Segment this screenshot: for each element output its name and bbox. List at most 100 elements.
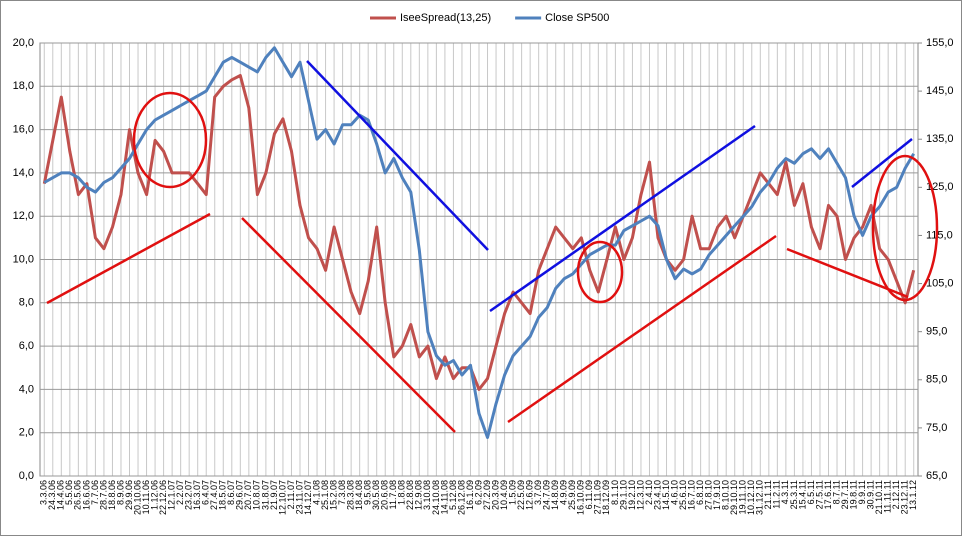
y-tick-label: 0,0 xyxy=(19,470,34,482)
x-tick-label: 8.9.06 xyxy=(115,480,125,505)
y-tick-label: 14,0 xyxy=(13,167,34,179)
x-tick-label: 26.5.06 xyxy=(73,480,83,510)
x-tick-label: 21.9.07 xyxy=(269,480,279,510)
x-tick-label: 14.4.06 xyxy=(56,480,66,510)
x-tick-label: 27.8.10 xyxy=(704,480,714,510)
y-tick-label: 12,0 xyxy=(13,210,34,222)
x-tick-label: 27.11.09 xyxy=(593,480,603,514)
x-tick-label: 29.10.10 xyxy=(729,480,739,515)
x-tick-label: 29.7.11 xyxy=(840,480,850,509)
x-tick-label: 12.9.08 xyxy=(414,480,424,510)
x-tick-label: 25.9.09 xyxy=(567,480,577,510)
x-tick-label: 1.12.06 xyxy=(149,480,159,510)
x-tick-label: 22.12.06 xyxy=(158,480,168,515)
x-tick-label: 9.5.08 xyxy=(363,480,373,505)
y2-tick-label: 75,0 xyxy=(926,422,947,434)
x-tick-label: 8.6.07 xyxy=(226,480,236,505)
x-tick-label: 18.4.08 xyxy=(354,480,364,510)
x-tick-label: 20.3.09 xyxy=(490,480,500,510)
x-tick-label: 1.8.08 xyxy=(397,480,407,505)
x-tick-label: 11.11.11 xyxy=(883,480,893,513)
trend-line xyxy=(851,138,913,188)
x-tick-label: 16.7.10 xyxy=(686,480,696,510)
x-tick-label: 29.6.07 xyxy=(235,480,245,510)
y2-tick-label: 135,0 xyxy=(926,133,954,145)
x-tick-label: 25.3.11 xyxy=(789,480,799,509)
x-tick-label: 20.6.08 xyxy=(380,480,390,510)
x-tick-label: 6.5.11 xyxy=(806,480,816,504)
x-tick-label: 24.3.06 xyxy=(47,480,57,510)
x-tick-label: 28.3.08 xyxy=(346,480,356,510)
x-tick-label: 4.3.11 xyxy=(780,480,790,504)
x-tick-label: 2.4.10 xyxy=(644,480,654,505)
y-tick-label: 2,0 xyxy=(19,427,34,439)
x-tick-label: 30.5.08 xyxy=(371,480,381,510)
x-tick-label: 24.10.08 xyxy=(431,480,441,515)
x-tick-label: 6.8.10 xyxy=(695,480,705,505)
y2-tick-label: 95,0 xyxy=(926,326,947,338)
x-tick-label: 5.12.08 xyxy=(448,480,458,510)
trend-line xyxy=(489,124,756,313)
x-tick-label: 19.11.10 xyxy=(738,480,748,514)
legend-label: IseeSpread(13,25) xyxy=(400,12,491,24)
x-tick-label: 28.7.06 xyxy=(98,480,108,510)
y2-tick-label: 105,0 xyxy=(926,277,954,289)
x-tick-label: 4.6.10 xyxy=(669,480,679,505)
x-tick-label: 13.1.12 xyxy=(908,480,918,510)
x-tick-label: 14.11.08 xyxy=(439,480,449,514)
x-tick-label: 15.4.11 xyxy=(797,480,807,509)
x-tick-label: 16.1.09 xyxy=(465,480,475,510)
x-tick-label: 3.3.06 xyxy=(39,480,49,505)
x-tick-label: 30.9.11 xyxy=(865,480,875,509)
x-tick-label: 21.10.11 xyxy=(874,480,884,514)
y-tick-label: 4,0 xyxy=(19,383,34,395)
x-tick-label: 8.7.11 xyxy=(831,480,841,504)
x-tick-label: 11.7.08 xyxy=(388,480,398,509)
annotations xyxy=(46,60,939,433)
trend-line xyxy=(306,60,489,251)
y-tick-label: 8,0 xyxy=(19,297,34,309)
x-tick-label: 27.5.11 xyxy=(814,480,824,509)
y-tick-label: 6,0 xyxy=(19,340,34,352)
x-tick-label: 6.11.09 xyxy=(584,480,594,509)
x-tick-label: 22.8.08 xyxy=(405,480,415,510)
x-tick-label: 14.12.07 xyxy=(303,480,313,515)
legend-label: Close SP500 xyxy=(545,12,609,24)
x-tick-label: 27.2.09 xyxy=(482,480,492,510)
y2-tick-label: 115,0 xyxy=(926,229,953,241)
x-tick-label: 7.3.08 xyxy=(337,480,347,505)
x-tick-label: 6.4.07 xyxy=(201,480,211,505)
x-tick-label: 24.7.09 xyxy=(542,480,552,510)
x-tick-label: 4.9.09 xyxy=(559,480,569,505)
x-tick-label: 16.10.09 xyxy=(576,480,586,515)
y-tick-label: 20,0 xyxy=(13,37,34,49)
y-tick-label: 18,0 xyxy=(13,80,34,92)
x-tick-label: 12.10.07 xyxy=(277,480,287,515)
x-tick-label: 14.5.10 xyxy=(661,480,671,510)
y2-tick-label: 85,0 xyxy=(926,374,947,386)
x-tick-label: 29.9.06 xyxy=(124,480,134,510)
x-tick-label: 18.12.09 xyxy=(601,480,611,515)
x-tick-label: 25.1.08 xyxy=(320,480,330,510)
x-tick-label: 17.6.11 xyxy=(823,480,833,509)
x-tick-label: 12.6.09 xyxy=(525,480,535,510)
trend-line xyxy=(507,234,777,424)
x-tick-label: 15.2.08 xyxy=(328,480,338,510)
trend-line xyxy=(46,212,211,305)
x-tick-label: 21.1.11 xyxy=(763,480,773,509)
x-tick-label: 18.8.06 xyxy=(107,480,117,510)
x-tick-label: 29.1.10 xyxy=(618,480,628,510)
y-tick-label: 16,0 xyxy=(13,124,34,136)
x-tick-label: 23.4.10 xyxy=(652,480,662,510)
x-tick-label: 17.9.10 xyxy=(712,480,722,510)
x-tick-label: 16.6.06 xyxy=(81,480,91,510)
x-tick-label: 31.12.10 xyxy=(755,480,765,515)
x-tick-label: 10.4.09 xyxy=(499,480,509,510)
y2-tick-label: 65,0 xyxy=(926,470,947,482)
x-tick-label: 1.5.09 xyxy=(507,480,517,505)
x-tick-label: 23.2.07 xyxy=(184,480,194,510)
x-tick-label: 10.11.06 xyxy=(141,480,151,514)
y2-tick-label: 145,0 xyxy=(926,85,954,97)
x-tick-label: 4.1.08 xyxy=(311,480,321,505)
